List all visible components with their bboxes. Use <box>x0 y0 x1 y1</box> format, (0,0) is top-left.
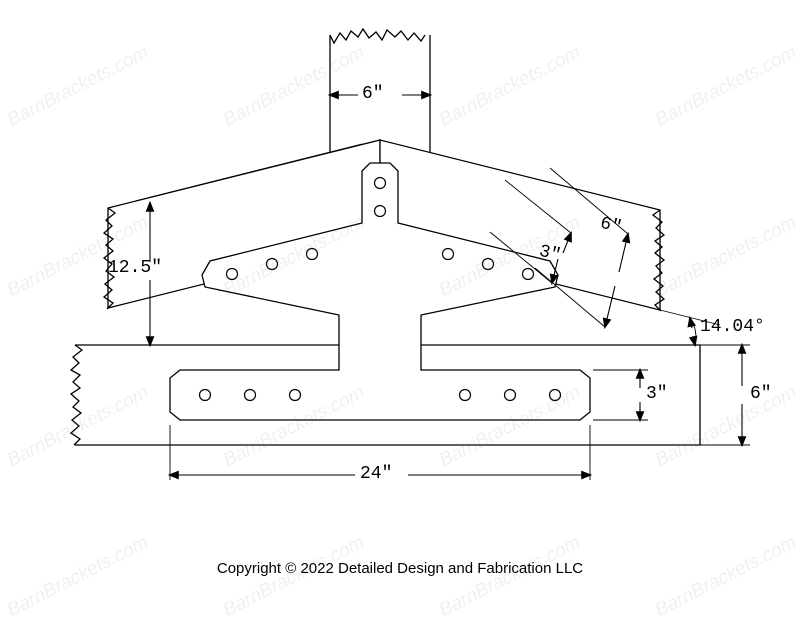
drawing-container: 6" 12.5" 24" 3" 6" 14.04° 3" 6" BarnBrac… <box>0 0 800 618</box>
dim-right-6 <box>700 345 750 445</box>
label-top-6: 6" <box>362 84 384 104</box>
technical-drawing <box>0 0 800 618</box>
copyright-text: Copyright © 2022 Detailed Design and Fab… <box>0 560 800 577</box>
label-angle: 14.04° <box>700 317 765 337</box>
label-left-12p5: 12.5" <box>108 258 162 278</box>
label-bottom-24: 24" <box>360 464 392 484</box>
label-right-6: 6" <box>750 384 772 404</box>
label-right-3: 3" <box>646 384 668 404</box>
